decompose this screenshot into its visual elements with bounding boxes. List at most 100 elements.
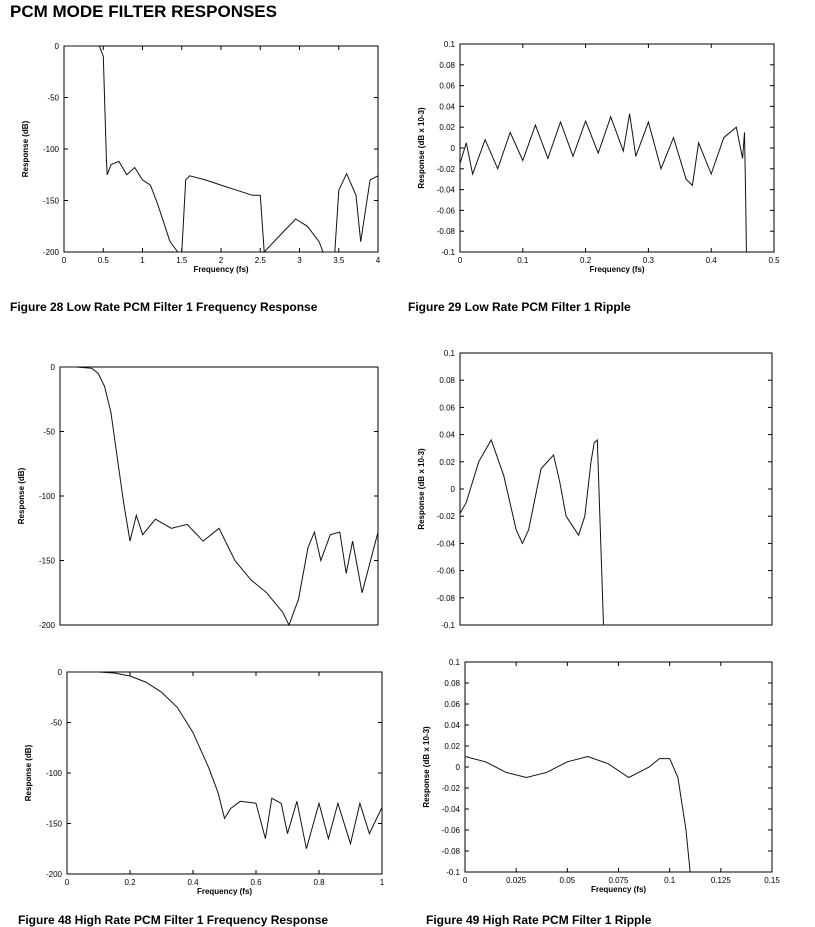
plot-frame [63,45,379,253]
y-tick-label: -200 [39,621,56,630]
y-tick-label: 0.02 [439,458,455,467]
page-title: PCM MODE FILTER RESPONSES [10,2,277,21]
y-tick-label: -0.1 [446,868,460,877]
x-tick-label: 1 [380,878,385,887]
y-tick-label: -150 [39,557,56,566]
chart-fig29: 0.1 0.08 0.06 0.04 0.02 0 -0.02 -0.04 -0.06 -0.08… [417,40,780,274]
chart-fig47: 0 -50 -100 -150 -200 Response (dB) [17,363,379,630]
x-tick-label: 0.5 [98,256,110,265]
x-tick-label: 0 [62,256,67,265]
y-tick-label: -0.04 [442,805,461,814]
y-tick-label: 0.08 [439,376,455,385]
response-curve [67,671,383,849]
y-tick-label: -0.1 [441,248,455,257]
y-tick-label: -0.04 [437,186,456,195]
y-tick-label: 0.1 [444,40,456,49]
y-tick-label: 0.1 [449,658,461,667]
response-curve [459,438,604,626]
y-axis-title: Response (dB x 10-3) [417,107,426,189]
y-tick-label: -0.1 [441,621,455,630]
y-tick-label: 0 [51,363,56,372]
x-axis-title: Frequency (fs) [193,265,248,274]
x-axis-title: Frequency (fs) [589,265,644,274]
plot-frame [66,671,383,875]
x-tick-label: 0.4 [706,256,718,265]
x-tick-label: 0.4 [187,878,199,887]
y-tick-label: -0.08 [442,847,461,856]
y-tick-label: 0.08 [444,679,460,688]
y-axis-title: Response (dB) [24,744,33,801]
caption-fig48: Figure 48 High Rate PCM Filter 1 Frequen… [18,913,329,927]
y-tick-label: -0.08 [437,227,456,236]
y-tick-label: -50 [47,94,59,103]
y-tick-label: 0.02 [439,123,455,132]
y-tick-label: -150 [46,820,63,829]
y-tick-label: 0 [55,42,60,51]
x-tick-label: 0.5 [768,256,780,265]
y-tick-label: -0.08 [437,594,456,603]
y-tick-label: -50 [43,428,55,437]
x-tick-label: 0.025 [506,876,527,885]
x-tick-label: 1 [140,256,145,265]
x-tick-label: 3 [297,256,302,265]
y-tick-label: 0 [58,668,63,677]
x-tick-label: 0.075 [608,876,629,885]
x-axis-title: Frequency (fs) [591,885,646,894]
y-tick-label: -200 [43,248,60,257]
chart-fig49: 0.1 0.08 0.06 0.04 0.02 0 -0.02 -0.04 -0.06 -0.08… [422,658,780,894]
y-tick-label: 0.04 [439,102,455,111]
caption-fig28: Figure 28 Low Rate PCM Filter 1 Frequenc… [10,300,318,314]
x-tick-label: 0.3 [643,256,655,265]
y-axis-title: Response (dB x 10-3) [417,448,426,530]
x-tick-label: 2.5 [255,256,267,265]
x-tick-label: 0.05 [560,876,576,885]
x-tick-label: 0.15 [764,876,780,885]
plot-frame [459,43,775,253]
y-tick-label: 0 [451,485,456,494]
x-tick-label: 4 [376,256,381,265]
y-tick-label: -0.02 [442,784,461,793]
caption-fig49: Figure 49 High Rate PCM Filter 1 Ripple [426,913,652,927]
y-axis-title: Response (dB) [21,120,30,177]
x-tick-label: 0.2 [124,878,136,887]
response-curve [64,45,379,254]
y-tick-label: 0.04 [439,431,455,440]
y-tick-label: 0.06 [444,700,460,709]
x-tick-label: 1.5 [176,256,188,265]
x-axis-title: Frequency (fs) [197,887,252,896]
plot-frame [59,366,379,626]
response-curve [60,366,379,627]
response-curve [459,113,747,253]
x-tick-label: 0 [458,256,463,265]
y-tick-label: 0 [456,763,461,772]
y-tick-label: -0.06 [437,206,456,215]
y-tick-label: 0.06 [439,403,455,412]
y-tick-label: -0.06 [437,567,456,576]
response-curve [464,755,691,873]
chart-fig47-ripple: 0.1 0.08 0.06 0.04 0.02 0 -0.02 -0.04 -0.06 -0.08… [417,349,773,630]
y-tick-label: 0.04 [444,721,460,730]
x-tick-label: 0 [65,878,70,887]
x-tick-label: 0.125 [711,876,732,885]
y-tick-label: -200 [46,870,63,879]
y-tick-label: -50 [50,719,62,728]
x-tick-label: 2 [219,256,224,265]
y-tick-label: 0.06 [439,82,455,91]
x-tick-label: 0.8 [313,878,325,887]
y-tick-label: 0.02 [444,742,460,751]
y-axis-title: Response (dB) [17,467,26,524]
y-tick-label: -100 [46,769,63,778]
x-tick-label: 3.5 [333,256,345,265]
x-tick-label: 0 [463,876,468,885]
caption-fig29: Figure 29 Low Rate PCM Filter 1 Ripple [408,300,631,314]
y-tick-label: -100 [43,145,60,154]
y-tick-label: -150 [43,197,60,206]
y-tick-label: 0.1 [444,349,456,358]
y-tick-label: -100 [39,492,56,501]
y-axis-title: Response (dB x 10-3) [422,726,431,808]
x-tick-label: 0.2 [580,256,592,265]
y-tick-label: -0.02 [437,165,456,174]
x-tick-label: 0.1 [517,256,529,265]
